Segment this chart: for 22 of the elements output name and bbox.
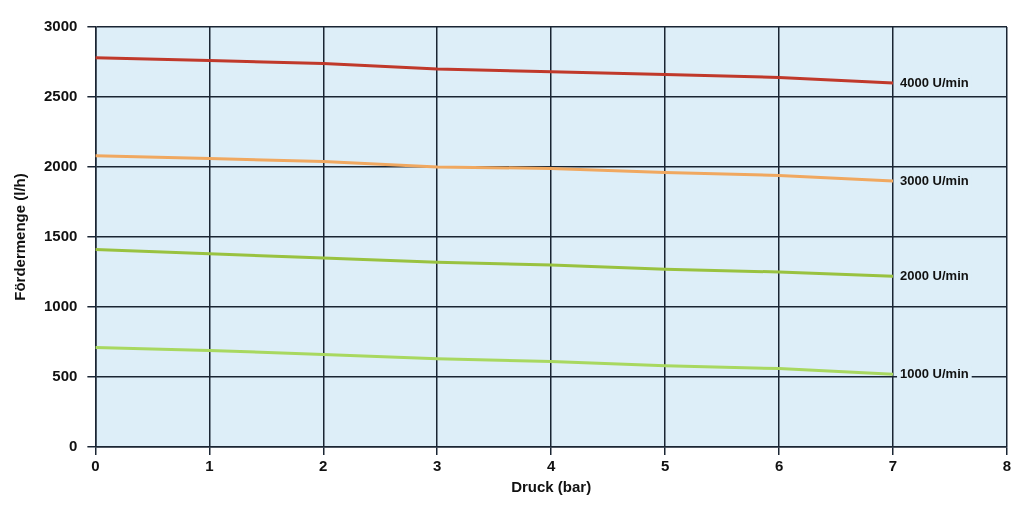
y-tick-label: 3000: [43, 17, 78, 35]
y-tick-label: 1500: [43, 227, 78, 245]
x-tick-label: 2: [319, 457, 328, 475]
series-label: 4000 U/min: [900, 74, 969, 90]
series-label: 1000 U/min: [900, 365, 969, 381]
y-tick-label: 0: [69, 437, 78, 455]
x-tick-label: 8: [1002, 457, 1012, 475]
y-axis-title: Fördermenge (l/h): [11, 173, 29, 301]
x-tick-label: 4: [547, 457, 557, 475]
y-tick-label: 2000: [43, 157, 78, 175]
x-tick-label: 3: [433, 457, 442, 475]
x-tick-label: 6: [774, 457, 784, 475]
x-axis-title: Druck (bar): [511, 478, 592, 496]
y-tick-label: 2500: [43, 87, 78, 105]
x-tick-label: 0: [91, 457, 100, 475]
x-tick-label: 7: [888, 457, 898, 475]
y-tick-label: 1000: [43, 297, 78, 315]
x-tick-label: 1: [205, 457, 214, 475]
series-label: 2000 U/min: [900, 267, 969, 283]
series-label: 3000 U/min: [900, 172, 969, 188]
x-tick-label: 5: [660, 457, 670, 475]
y-tick-label: 500: [52, 367, 78, 385]
